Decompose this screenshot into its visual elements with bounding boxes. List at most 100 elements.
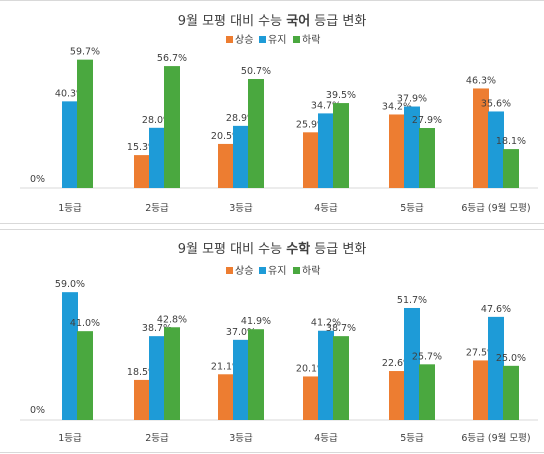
legend-swatch-down (293, 267, 300, 274)
bar-down-6 (503, 365, 519, 420)
category-label-2: 2등급 (145, 203, 169, 214)
category-label-5: 5등급 (400, 433, 424, 444)
bars-group: 59.0% 41.0% 18.5% 38.7%42.8% 21.1% 37.0%41.9%… (55, 279, 526, 420)
value-label-down-6: 25.0% (496, 353, 526, 364)
bar-up-5 (389, 371, 405, 420)
legend-label-keep: 유지 (268, 265, 286, 277)
value-label-down-1: 59.7% (70, 47, 100, 58)
bar-up-6 (473, 360, 489, 420)
category-label-3: 3등급 (229, 203, 253, 214)
bar-down-3 (248, 78, 264, 188)
legend-swatch-up (226, 36, 233, 43)
bar-down-6 (503, 149, 519, 188)
value-label-up-2: 15.3% (127, 142, 157, 153)
korean-grade-chart: 9월 모평 대비 수능 국어 등급 변화 상승 유지 하락 0% 40.3% 59… (0, 0, 544, 224)
math-chart-svg: 9월 모평 대비 수능 수학 등급 변화 상승 유지 하락 0% 59.0% 41… (20, 241, 538, 444)
value-label-keep-4: 41.2% (311, 318, 341, 329)
bar-down-4 (333, 103, 349, 188)
value-label-up-4: 20.1% (296, 363, 326, 374)
value-label-keep-6: 35.6% (481, 98, 511, 109)
bar-up-3 (218, 374, 234, 420)
legend-swatch-down (293, 36, 300, 43)
chart-title: 9월 모평 대비 수능 국어 등급 변화 (178, 13, 367, 29)
bar-up-4 (303, 376, 319, 420)
value-label-keep-5: 51.7% (397, 295, 427, 306)
chart-legend: 상승 유지 하락 (226, 33, 320, 46)
value-label-keep-5: 37.9% (397, 94, 427, 105)
bar-keep-2 (149, 336, 165, 420)
bar-down-1 (77, 59, 93, 188)
legend-swatch-keep (259, 36, 266, 43)
value-label-keep-1: 40.3% (55, 88, 85, 99)
value-label-down-5: 27.9% (412, 115, 442, 126)
value-label-keep-4: 34.7% (311, 100, 341, 111)
bar-down-4 (333, 336, 349, 420)
value-label-up-6: 46.3% (466, 75, 496, 86)
legend-label-down: 하락 (302, 33, 320, 46)
value-label-up-6: 27.5% (466, 347, 496, 358)
value-label-up-4: 25.9% (296, 119, 326, 130)
value-label-down-1: 41.0% (70, 318, 100, 329)
bar-keep-5 (404, 106, 420, 188)
korean-chart-svg: 9월 모평 대비 수능 국어 등급 변화 상승 유지 하락 0% 40.3% 59… (20, 13, 538, 214)
category-label-1: 1등급 (58, 433, 82, 444)
bar-keep-1 (62, 292, 78, 420)
zero-value-label: 0% (30, 405, 45, 416)
bar-down-1 (77, 331, 93, 420)
bar-up-3 (218, 143, 234, 188)
legend-label-up: 상승 (235, 265, 253, 277)
bar-keep-4 (318, 330, 334, 420)
bar-keep-5 (404, 307, 420, 420)
value-label-down-2: 56.7% (157, 53, 187, 64)
value-label-down-3: 41.9% (241, 316, 271, 327)
value-label-up-3: 21.1% (211, 361, 241, 372)
category-label-4: 4등급 (314, 203, 338, 214)
value-label-keep-6: 47.6% (481, 304, 511, 315)
category-labels: 1등급 2등급 3등급 4등급 5등급 6등급 (9월 모평) (58, 432, 530, 444)
legend-label-keep: 유지 (268, 34, 286, 46)
bar-keep-6 (488, 111, 504, 188)
bar-down-2 (164, 66, 180, 188)
math-grade-chart: 9월 모평 대비 수능 수학 등급 변화 상승 유지 하락 0% 59.0% 41… (0, 229, 544, 453)
value-label-keep-3: 37.0% (226, 327, 256, 338)
value-label-up-3: 20.5% (211, 131, 241, 142)
category-label-3: 3등급 (229, 433, 253, 444)
chart-legend: 상승 유지 하락 (226, 264, 320, 277)
bar-down-3 (248, 329, 264, 420)
bars-group: 40.3% 59.7% 15.3% 28.0% 56.7% 20.5% 28.9% 50.7%… (55, 47, 526, 188)
bar-down-5 (419, 128, 435, 188)
category-label-6: 6등급 (9월 모평) (461, 432, 530, 444)
bar-up-6 (473, 88, 489, 188)
value-label-up-5: 34.2% (382, 101, 412, 112)
category-label-4: 4등급 (314, 433, 338, 444)
zero-value-label: 0% (30, 174, 45, 185)
value-label-keep-1: 59.0% (55, 279, 85, 290)
bar-up-2 (134, 155, 150, 188)
chart-title: 9월 모평 대비 수능 수학 등급 변화 (178, 241, 367, 257)
bar-keep-2 (149, 127, 165, 188)
bar-keep-4 (318, 113, 334, 188)
value-label-down-3: 50.7% (241, 66, 271, 77)
value-label-up-5: 22.6% (382, 358, 412, 369)
value-label-keep-2: 38.7% (142, 323, 172, 334)
value-label-keep-2: 28.0% (142, 115, 172, 126)
category-label-6: 6등급 (9월 모평) (461, 202, 530, 214)
category-label-1: 1등급 (58, 203, 82, 214)
bar-up-5 (389, 114, 405, 188)
legend-swatch-keep (259, 267, 266, 274)
category-label-5: 5등급 (400, 203, 424, 214)
legend-label-up: 상승 (235, 34, 253, 46)
value-label-up-2: 18.5% (127, 367, 157, 378)
bar-down-2 (164, 327, 180, 420)
value-label-down-6: 18.1% (496, 136, 526, 147)
value-label-down-2: 42.8% (157, 314, 187, 325)
category-labels: 1등급 2등급 3등급 4등급 5등급 6등급 (9월 모평) (58, 202, 530, 214)
value-label-down-4: 39.5% (326, 90, 356, 101)
bar-up-4 (303, 132, 319, 188)
value-label-keep-3: 28.9% (226, 113, 256, 124)
bar-down-5 (419, 364, 435, 420)
legend-swatch-up (226, 267, 233, 274)
bar-keep-1 (62, 101, 78, 188)
value-label-down-5: 25.7% (412, 351, 442, 362)
category-label-2: 2등급 (145, 433, 169, 444)
